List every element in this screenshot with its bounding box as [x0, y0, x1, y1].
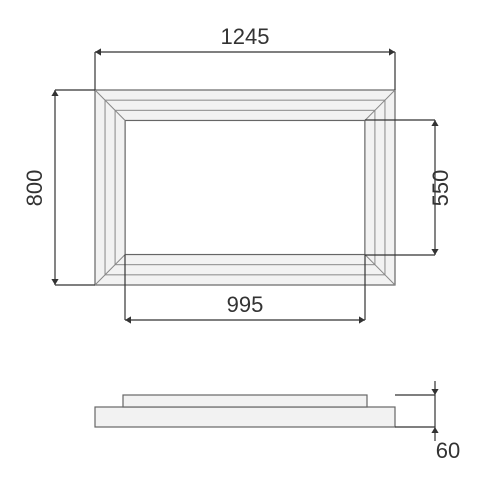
dimension-label: 995 — [227, 292, 264, 317]
top-view — [95, 90, 395, 285]
side-view — [95, 395, 395, 427]
dimension-label: 1245 — [221, 24, 270, 49]
dimension-label: 550 — [428, 170, 453, 207]
dimension-label: 800 — [22, 170, 47, 207]
dimension-label: 60 — [436, 438, 460, 463]
